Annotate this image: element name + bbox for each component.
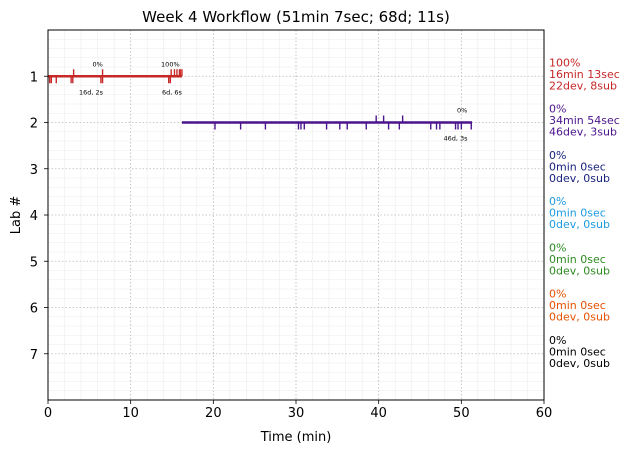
- lab-6-summary-line: 0%: [549, 288, 566, 301]
- y-tick-label: 4: [30, 209, 38, 224]
- lab-2-pct-label: 0%: [457, 107, 467, 115]
- axes: 0 10 20 30 40 50 60 1 2 3 4 5 6 7: [30, 70, 553, 421]
- plot-area: 0% 100% 16d, 2s 6d, 6s 0% 46d, 3s: [48, 60, 473, 143]
- x-tick-label: 40: [370, 406, 387, 421]
- y-tick-label: 7: [30, 348, 38, 363]
- lab-5-summary-line: 0min 0sec: [549, 253, 606, 266]
- x-tick-label: 30: [288, 406, 305, 421]
- lab-6-summary-line: 0min 0sec: [549, 299, 606, 312]
- lab-6-summary-line: 0dev, 0sub: [549, 311, 610, 324]
- y-tick-label: 5: [30, 255, 38, 270]
- lab-7-summary-line: 0min 0sec: [549, 345, 606, 358]
- lab-7-summary-line: 0dev, 0sub: [549, 357, 610, 370]
- lab-3-summary-line: 0%: [549, 149, 566, 162]
- lab-5-summary-line: 0%: [549, 241, 566, 254]
- lab-5-summary-line: 0dev, 0sub: [549, 264, 610, 277]
- lab-4-summary-line: 0min 0sec: [549, 207, 606, 220]
- y-axis-label: Lab #: [9, 196, 24, 235]
- lab-1-pct-label: 100%: [161, 60, 180, 68]
- x-tick-label: 20: [205, 406, 222, 421]
- lab-1-count-label: 16d, 2s: [79, 88, 104, 96]
- lab-2-summary-line: 34min 54sec: [549, 114, 620, 127]
- y-tick-label: 3: [30, 163, 38, 178]
- chart-title: Week 4 Workflow (51min 7sec; 68d; 11s): [142, 8, 450, 26]
- lab-2-summary-line: 0%: [549, 103, 566, 116]
- x-tick-label: 60: [536, 406, 553, 421]
- lab-4-summary-line: 0%: [549, 195, 566, 208]
- x-tick-label: 0: [44, 406, 52, 421]
- lab-1-summary-line: 100%: [549, 56, 580, 69]
- x-tick-label: 10: [122, 406, 139, 421]
- lab-1-summary-line: 22dev, 8sub: [549, 79, 617, 92]
- lab-3-summary-line: 0min 0sec: [549, 160, 606, 173]
- lab-1-summary-line: 16min 13sec: [549, 68, 620, 81]
- grid: [47, 30, 545, 400]
- lab-3-summary-line: 0dev, 0sub: [549, 172, 610, 185]
- lab-2-count-label: 46d, 3s: [444, 135, 469, 143]
- y-tick-label: 1: [30, 70, 38, 85]
- lab-1-count-label: 6d, 6s: [162, 88, 183, 96]
- y-tick-label: 6: [30, 302, 38, 317]
- lab-7-summary-line: 0%: [549, 334, 566, 347]
- x-tick-label: 50: [453, 406, 470, 421]
- lab-4-summary-line: 0dev, 0sub: [549, 218, 610, 231]
- lab-1-pct-label: 0%: [92, 60, 102, 68]
- x-axis-label: Time (min): [260, 430, 332, 445]
- y-tick-label: 2: [30, 117, 38, 132]
- lab-2-summary-line: 46dev, 3sub: [549, 126, 617, 139]
